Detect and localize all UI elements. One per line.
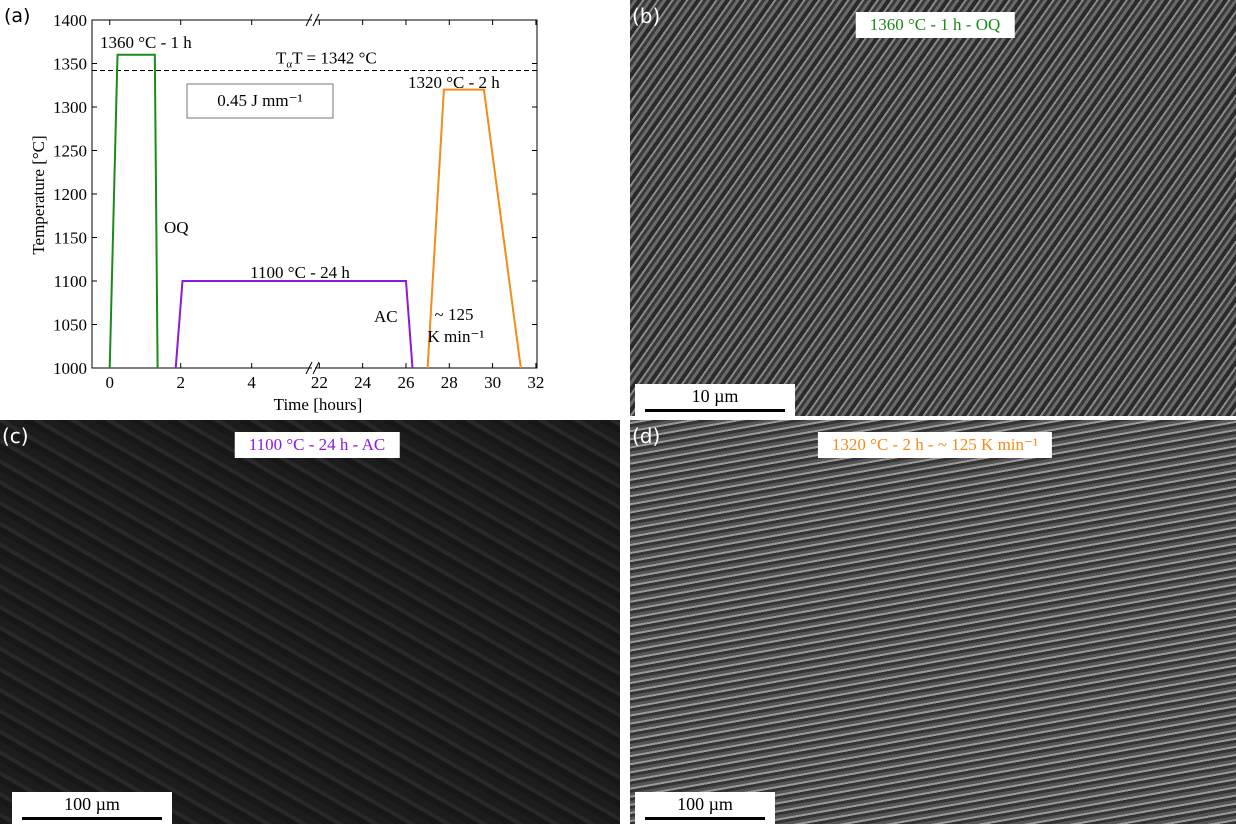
micrograph: (c) 1100 °C - 24 h - AC 100 µm [0, 420, 620, 824]
annotation: AC [374, 307, 398, 326]
micrograph: (d) 1320 °C - 2 h - ~ 125 K min⁻¹ 100 µm [630, 420, 1236, 824]
annotation-box [186, 83, 334, 119]
x-tick-label: 32 [527, 373, 544, 392]
y-tick-label: 1350 [53, 55, 87, 74]
axis-break-gap [312, 18, 315, 370]
reference-label: α [286, 58, 292, 70]
x-tick-label: 0 [105, 373, 114, 392]
caption: 1100 °C - 24 h - AC [234, 432, 400, 458]
annotation: OQ [164, 218, 189, 237]
scale-label: 10 µm [691, 386, 739, 406]
annotation: K min⁻¹ [427, 327, 484, 346]
x-tick-label: 24 [354, 373, 372, 392]
data-line [108, 53, 159, 369]
axis-break [305, 361, 313, 375]
scale-label: 100 µm [677, 794, 733, 814]
x-tick-label: 30 [484, 373, 501, 392]
axis-break [305, 13, 313, 27]
annotation: 1320 °C - 2 h [408, 73, 500, 92]
panel-label: (b) [632, 4, 661, 28]
panel-label: (d) [632, 424, 661, 448]
x-tick-label: 4 [247, 373, 256, 392]
annotation: ~ 125 [435, 305, 474, 324]
axis-break [312, 13, 320, 27]
y-tick-label: 1100 [54, 272, 87, 291]
x-tick-label: 22 [311, 373, 328, 392]
x-tick-label: 2 [176, 373, 185, 392]
annotation: 1100 °C - 24 h [250, 263, 350, 282]
caption: 1360 °C - 1 h - OQ [855, 12, 1015, 38]
y-tick-label: 1400 [53, 11, 87, 30]
x-axis-label: Time [hours] [274, 395, 363, 414]
y-tick-label: 1300 [53, 98, 87, 117]
data-line [174, 280, 414, 369]
axis-break [312, 361, 320, 375]
scale-bar: 100 µm [635, 792, 775, 824]
panel-label: (a) [4, 5, 30, 27]
panel-label: (c) [2, 424, 29, 448]
data-line [426, 88, 522, 369]
annotation: 1360 °C - 1 h [100, 33, 192, 52]
y-tick-label: 1050 [53, 316, 87, 335]
caption: 1320 °C - 2 h - ~ 125 K min⁻¹ [817, 432, 1053, 458]
y-tick-label: 1150 [54, 229, 87, 248]
y-tick-label: 1000 [53, 359, 87, 378]
scale-bar: 10 µm [635, 384, 795, 416]
y-tick-label: 1250 [53, 142, 87, 161]
micrograph: (b) 1360 °C - 1 h - OQ 10 µm [630, 0, 1236, 416]
chart: (a) Time [hours] Temperature [°C] 1000 10… [4, 5, 544, 414]
scale-label: 100 µm [64, 794, 120, 814]
reference-label: T = 1342 °C [292, 48, 377, 67]
scale-bar: 100 µm [12, 792, 172, 824]
y-axis-label: Temperature [°C] [29, 135, 48, 254]
reference-label: TαT = 1342 °C [276, 48, 377, 70]
x-tick-label: 26 [397, 373, 414, 392]
reference-label: T [276, 48, 287, 67]
x-tick-label: 28 [441, 373, 458, 392]
y-tick-label: 1200 [53, 185, 87, 204]
annotation: 0.45 J mm⁻¹ [217, 91, 302, 110]
